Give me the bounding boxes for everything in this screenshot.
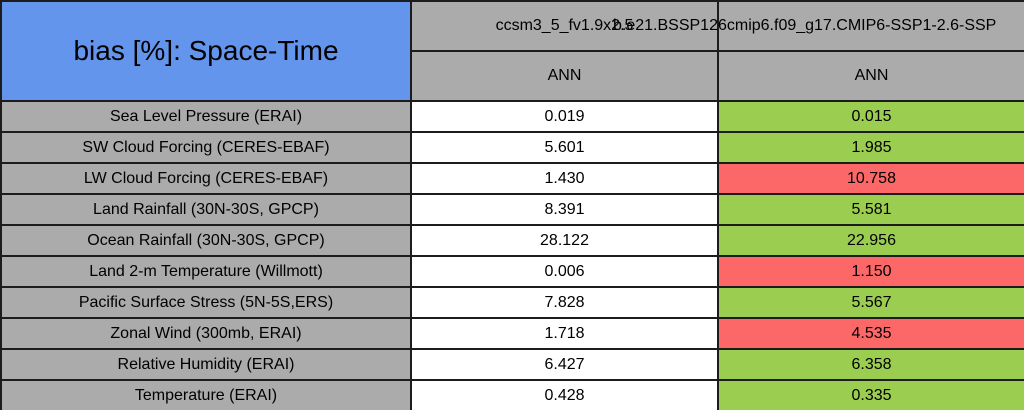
model2-name: b.e21.BSSP126cmip6.f09_g17.CMIP6-SSP1-2.… [613,17,997,34]
model1-name: ccsm3_5_fv1.9x2.5 [495,17,634,34]
row-label-cell: Ocean Rainfall (30N-30S, GPCP) [0,224,412,257]
value-cell-model1: 0.019 [410,100,719,133]
value-cell-model2: 1.150 [717,255,1024,288]
header-row-models: bias [%]: Space-Time ccsm3_5_fv1.9x2.5 b… [0,0,1024,102]
value-cell-model1: 1.430 [410,162,719,195]
row-label-cell: Land Rainfall (30N-30S, GPCP) [0,193,412,226]
row-label-cell: Relative Humidity (ERAI) [0,348,412,381]
row-label-cell: LW Cloud Forcing (CERES-EBAF) [0,162,412,195]
table-row: Zonal Wind (300mb, ERAI) 1.718 4.535 [0,317,1024,350]
row-label-cell: Zonal Wind (300mb, ERAI) [0,317,412,350]
value-cell-model2: 6.358 [717,348,1024,381]
model1-header-cell: ccsm3_5_fv1.9x2.5 [410,0,719,52]
table-row: Pacific Surface Stress (5N-5S,ERS) 7.828… [0,286,1024,319]
row-label-cell: SW Cloud Forcing (CERES-EBAF) [0,131,412,164]
table-row: LW Cloud Forcing (CERES-EBAF) 1.430 10.7… [0,162,1024,195]
table-row: Temperature (ERAI) 0.428 0.335 [0,379,1024,410]
table-row: Relative Humidity (ERAI) 6.427 6.358 [0,348,1024,381]
value-cell-model2: 1.985 [717,131,1024,164]
table-row: Ocean Rainfall (30N-30S, GPCP) 28.122 22… [0,224,1024,257]
row-label-cell: Temperature (ERAI) [0,379,412,410]
value-cell-model1: 5.601 [410,131,719,164]
model2-header-cell: b.e21.BSSP126cmip6.f09_g17.CMIP6-SSP1-2.… [613,0,1024,52]
value-cell-model1: 7.828 [410,286,719,319]
value-cell-model2: 4.535 [717,317,1024,350]
season-header-1: ANN [410,50,719,102]
table-title: bias [%]: Space-Time [73,35,339,66]
value-cell-model1: 1.718 [410,317,719,350]
table-row: SW Cloud Forcing (CERES-EBAF) 5.601 1.98… [0,131,1024,164]
value-cell-model2: 0.335 [717,379,1024,410]
value-cell-model2: 10.758 [717,162,1024,195]
table-title-cell: bias [%]: Space-Time [0,0,412,102]
value-cell-model1: 28.122 [410,224,719,257]
value-cell-model1: 6.427 [410,348,719,381]
row-label-cell: Land 2-m Temperature (Willmott) [0,255,412,288]
table-row: Land Rainfall (30N-30S, GPCP) 8.391 5.58… [0,193,1024,226]
value-cell-model2: 22.956 [717,224,1024,257]
value-cell-model1: 0.428 [410,379,719,410]
row-label-cell: Pacific Surface Stress (5N-5S,ERS) [0,286,412,319]
value-cell-model1: 0.006 [410,255,719,288]
value-cell-model2: 5.581 [717,193,1024,226]
table-row: Sea Level Pressure (ERAI) 0.019 0.015 [0,100,1024,133]
table-row: Land 2-m Temperature (Willmott) 0.006 1.… [0,255,1024,288]
value-cell-model2: 0.015 [717,100,1024,133]
value-cell-model1: 8.391 [410,193,719,226]
header-row-seasons: ANN ANN [1,50,1024,102]
season-header-2: ANN [717,50,1024,102]
value-cell-model2: 5.567 [717,286,1024,319]
row-label-cell: Sea Level Pressure (ERAI) [0,100,412,133]
